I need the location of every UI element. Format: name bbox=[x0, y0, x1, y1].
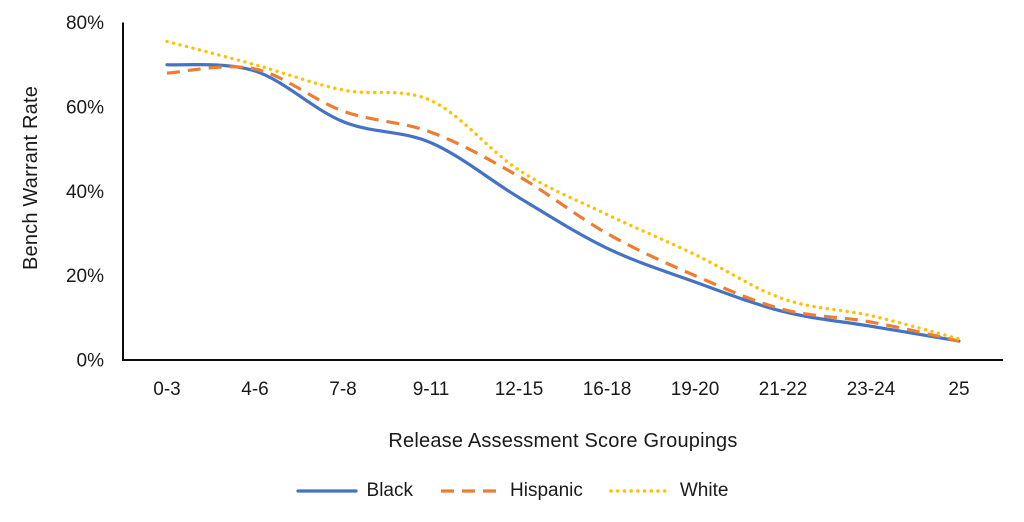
x-tick-label: 7-8 bbox=[329, 379, 356, 400]
legend-label: Black bbox=[366, 480, 413, 501]
x-tick-label: 21-22 bbox=[759, 379, 808, 400]
x-tick-label: 16-18 bbox=[583, 379, 632, 400]
legend-line-sample-dashed bbox=[441, 489, 499, 493]
legend-label: White bbox=[679, 480, 729, 501]
legend-item-white: White bbox=[609, 480, 729, 502]
legend-label: Hispanic bbox=[510, 480, 583, 501]
y-tick-label: 60% bbox=[66, 97, 104, 118]
y-tick-label: 20% bbox=[66, 266, 104, 287]
series-line-black bbox=[165, 63, 961, 343]
y-axis-title: Bench Warrant Rate bbox=[20, 85, 42, 271]
legend-line-sample-dotted bbox=[609, 489, 671, 493]
x-tick-label: 0-3 bbox=[153, 379, 180, 400]
x-tick-label: 12-15 bbox=[495, 379, 544, 400]
x-tick-label: 23-24 bbox=[847, 379, 896, 400]
x-tick-label: 4-6 bbox=[241, 379, 268, 400]
y-tick-label: 0% bbox=[77, 351, 105, 372]
x-tick-label: 19-20 bbox=[671, 379, 720, 400]
legend-item-hispanic: Hispanic bbox=[439, 480, 583, 502]
series-line-hispanic bbox=[166, 65, 960, 343]
x-tick-label: 9-11 bbox=[413, 379, 450, 400]
series-line-white bbox=[165, 39, 961, 341]
x-axis-title: Release Assessment Score Groupings bbox=[388, 430, 738, 452]
legend-item-black: Black bbox=[295, 480, 413, 502]
legend-line-sample-solid bbox=[295, 489, 358, 493]
axes-lines bbox=[122, 22, 1003, 361]
x-tick-label: 25 bbox=[948, 379, 969, 400]
y-tick-label: 40% bbox=[66, 182, 104, 203]
y-tick-label: 80% bbox=[66, 13, 104, 34]
legend: Black Hispanic White bbox=[0, 477, 1024, 505]
